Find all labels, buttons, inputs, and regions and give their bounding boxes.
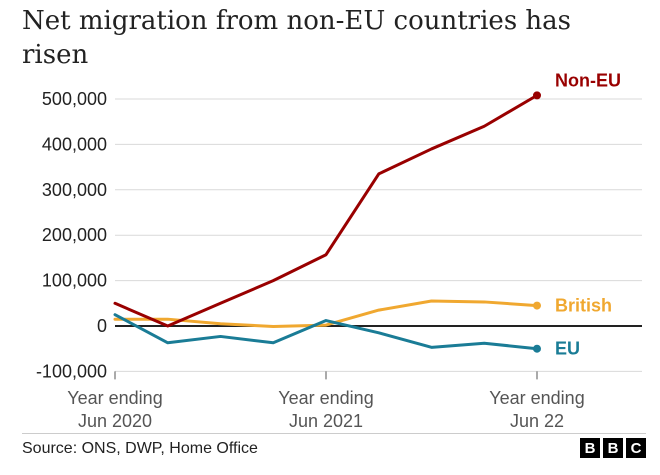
y-tick-label: 500,000 bbox=[42, 89, 107, 109]
grid-layer: 500,000 400,000 300,000 200,000 100,000 0 -100… bbox=[36, 89, 642, 381]
bbc-logo-letter: B bbox=[603, 438, 623, 458]
x-tick-label: Jun 2021 bbox=[289, 411, 363, 431]
y-tick-label: 100,000 bbox=[42, 271, 107, 291]
bbc-logo-letter: B bbox=[580, 438, 600, 458]
y-tick-label: 400,000 bbox=[42, 134, 107, 154]
bbc-logo: B B C bbox=[580, 438, 646, 458]
y-tick-label: 300,000 bbox=[42, 180, 107, 200]
x-axis-ticks: Year ending Jun 2020 Year ending Jun 2021 Ye… bbox=[67, 371, 585, 431]
x-tick-label: Year ending bbox=[489, 388, 584, 408]
series-end-point bbox=[533, 344, 541, 353]
series-layer bbox=[113, 91, 541, 353]
series-label: Non-EU bbox=[555, 70, 621, 90]
series-line-eu bbox=[113, 313, 539, 351]
source-note: Source: ONS, DWP, Home Office bbox=[22, 440, 258, 457]
y-tick-label: 0 bbox=[97, 316, 107, 336]
series-labels: British EU Non-EU bbox=[555, 70, 621, 358]
series-label: British bbox=[555, 296, 612, 316]
series-line-non-eu bbox=[113, 93, 539, 328]
series-end-point bbox=[533, 301, 541, 310]
footer-divider bbox=[22, 433, 646, 434]
series-end-point bbox=[533, 91, 541, 100]
x-tick-label: Jun 22 bbox=[510, 411, 564, 431]
y-tick-label: -100,000 bbox=[36, 361, 107, 381]
x-tick-label: Year ending bbox=[278, 388, 373, 408]
x-tick-label: Jun 2020 bbox=[78, 411, 152, 431]
bbc-logo-letter: C bbox=[626, 438, 646, 458]
x-tick-label: Year ending bbox=[67, 388, 162, 408]
series-label: EU bbox=[555, 339, 580, 359]
y-tick-label: 200,000 bbox=[42, 225, 107, 245]
series-line-british bbox=[113, 299, 539, 328]
chart-title: Net migration from non-EU countries has … bbox=[22, 6, 572, 70]
